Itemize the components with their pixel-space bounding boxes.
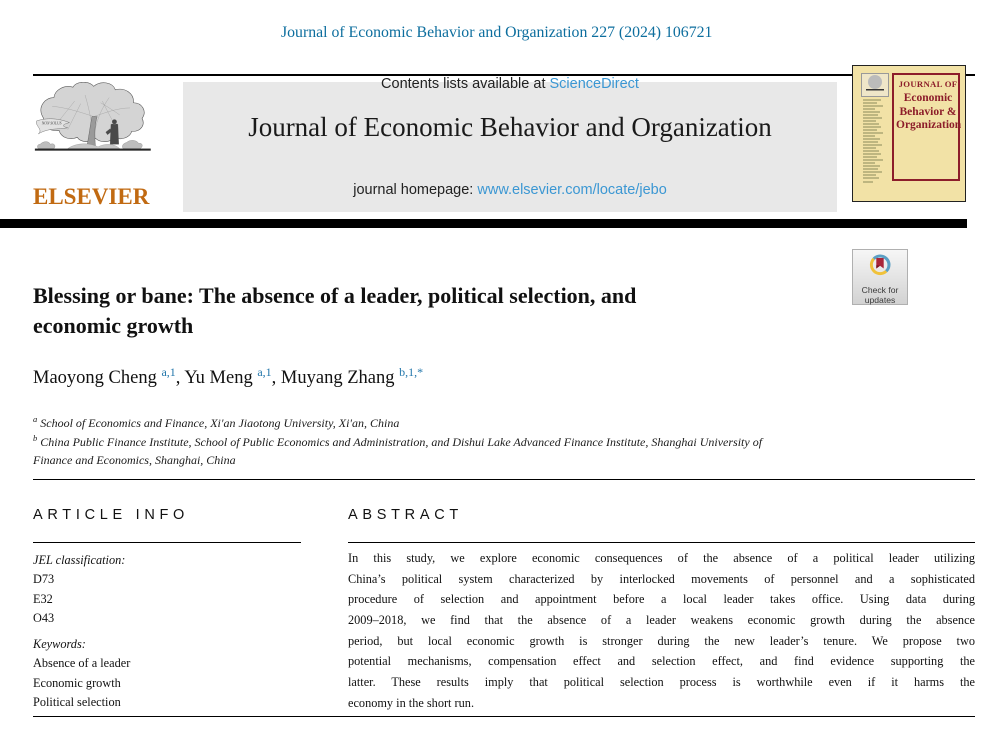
svg-text:NON SOLUS: NON SOLUS: [41, 121, 62, 125]
